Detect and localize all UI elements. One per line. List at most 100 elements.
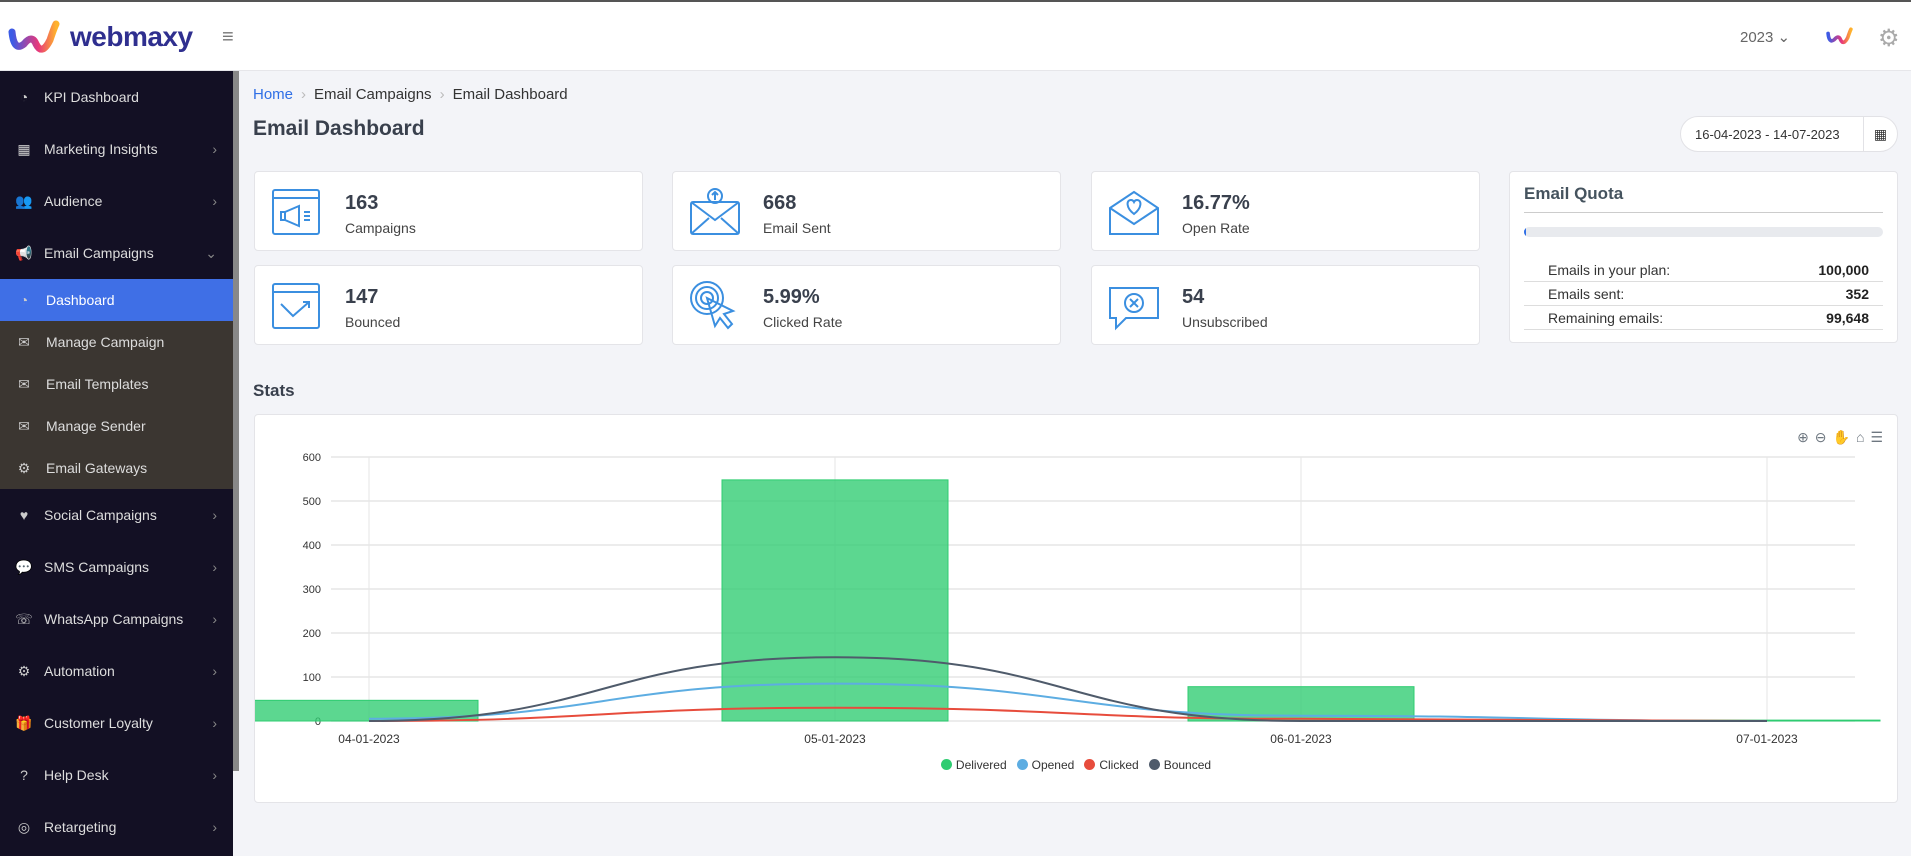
- submenu-item-manage-sender[interactable]: ✉ Manage Sender: [0, 405, 233, 447]
- legend-item-clicked[interactable]: Clicked: [1084, 758, 1139, 772]
- stat-card-bounced: 147 Bounced: [254, 265, 643, 345]
- email-campaigns-submenu: ◔ Dashboard ✉ Manage Campaign ✉ Email Templat…: [0, 279, 233, 489]
- stat-card-email-sent: 668 Email Sent: [672, 171, 1061, 251]
- chevron-right-icon: ›: [212, 611, 217, 627]
- webmaxy-logo-icon: [8, 20, 60, 53]
- quota-label: Remaining emails:: [1548, 309, 1664, 326]
- y-tick-label: 0: [315, 716, 321, 728]
- sidebar-item-label: SMS Campaigns: [44, 559, 150, 575]
- sidebar-item-label: Help Desk: [44, 767, 109, 783]
- quota-progress-bar: [1524, 227, 1883, 237]
- stat-card-unsubscribed: 54 Unsubscribed: [1091, 265, 1480, 345]
- legend-item-delivered[interactable]: Delivered: [940, 758, 1007, 772]
- mail-settings-icon: ✉: [18, 333, 30, 350]
- sidebar-item-retargeting[interactable]: ◎ Retargeting ›: [0, 801, 233, 853]
- quota-row-sent: Emails sent: 352: [1524, 282, 1883, 306]
- stat-value: 163: [345, 192, 379, 214]
- sidebar-item-automation[interactable]: ⚙ Automation ›: [0, 645, 233, 697]
- submenu-item-manage-campaign[interactable]: ✉ Manage Campaign: [0, 321, 233, 363]
- menu-toggle-icon[interactable]: ≡: [222, 26, 234, 48]
- sidebar-item-whatsapp-campaigns[interactable]: ☏ WhatsApp Campaigns ›: [0, 593, 233, 645]
- line-bounced: [368, 656, 1767, 722]
- submenu-item-email-templates[interactable]: ✉ Email Templates: [0, 363, 233, 405]
- quota-value: 100,000: [1818, 261, 1869, 278]
- heart-message-icon: ♥: [19, 507, 29, 523]
- y-tick-label: 200: [303, 628, 321, 640]
- envelope-heart-icon: [1109, 190, 1159, 235]
- users-icon: 👥: [15, 192, 33, 209]
- sidebar-item-audience[interactable]: 👥 Audience ›: [0, 175, 233, 227]
- stats-title: Stats: [253, 381, 295, 400]
- stat-label: Clicked Rate: [763, 314, 843, 330]
- chevron-right-icon: ›: [212, 715, 217, 731]
- profile-logo-icon[interactable]: [1826, 26, 1854, 51]
- x-tick-label: 05-01-2023: [804, 732, 866, 746]
- mail-user-icon: ✉: [18, 417, 30, 434]
- quota-row-plan: Emails in your plan: 100,000: [1524, 258, 1883, 282]
- chart-toolbar: ⊕ ⊖ ✋ ⌂ ☰: [1797, 429, 1883, 446]
- x-tick-label: 06-01-2023: [1270, 732, 1332, 746]
- chart-menu-icon[interactable]: ☰: [1870, 429, 1883, 445]
- sidebar-item-kpi-dashboard[interactable]: ◔ KPI Dashboard: [0, 71, 233, 123]
- zoom-in-icon[interactable]: ⊕: [1797, 429, 1809, 445]
- legend-item-bounced[interactable]: Bounced: [1148, 758, 1211, 772]
- quota-title: Email Quota: [1524, 184, 1624, 203]
- pan-hand-icon[interactable]: ✋: [1832, 429, 1850, 445]
- browser-arrow-icon: [272, 283, 320, 329]
- sidebar-item-help-desk[interactable]: ? Help Desk ›: [0, 749, 233, 801]
- legend-label: Clicked: [1099, 758, 1139, 772]
- date-range-picker[interactable]: 16-04-2023 - 14-07-2023 ▦: [1680, 116, 1898, 152]
- stat-label: Open Rate: [1182, 220, 1250, 236]
- submenu-item-label: Email Gateways: [46, 460, 148, 476]
- year-select[interactable]: 2023 ⌄: [1740, 28, 1790, 46]
- sidebar-item-customer-loyalty[interactable]: 🎁 Customer Loyalty ›: [0, 697, 233, 749]
- top-bar: webmaxy ≡ 2023 ⌄ ⚙: [0, 0, 1911, 71]
- chevron-right-icon: ›: [212, 507, 217, 523]
- chat-x-icon: [1109, 287, 1159, 331]
- chevron-right-icon: ›: [212, 193, 217, 209]
- sidebar-item-social-campaigns[interactable]: ♥ Social Campaigns ›: [0, 489, 233, 541]
- submenu-item-label: Dashboard: [46, 292, 115, 308]
- zoom-out-icon[interactable]: ⊖: [1814, 429, 1827, 445]
- breadcrumb-email-campaigns[interactable]: Email Campaigns: [314, 86, 432, 103]
- breadcrumb-home[interactable]: Home: [253, 86, 294, 103]
- brand-logo[interactable]: webmaxy: [8, 20, 193, 54]
- sidebar-item-label: Audience: [44, 193, 103, 209]
- sidebar-item-label: Retargeting: [44, 819, 117, 835]
- stat-label: Email Sent: [763, 220, 831, 236]
- legend-marker: [1016, 759, 1028, 770]
- stat-value: 147: [345, 286, 379, 308]
- chat-icon: 💬: [15, 558, 33, 575]
- stat-label: Unsubscribed: [1182, 314, 1268, 330]
- legend-item-opened[interactable]: Opened: [1016, 758, 1075, 772]
- y-tick-label: 300: [303, 584, 321, 596]
- brand-name: webmaxy: [70, 21, 193, 52]
- calendar-icon[interactable]: ▦: [1863, 117, 1897, 151]
- y-tick-label: 500: [303, 496, 321, 508]
- sidebar-item-label: Marketing Insights: [44, 141, 158, 157]
- sidebar-item-label: Email Campaigns: [44, 245, 154, 261]
- submenu-item-email-gateways[interactable]: ⚙ Email Gateways: [0, 447, 233, 489]
- envelope-icon: ✉: [18, 375, 30, 392]
- legend-marker: [1084, 759, 1096, 770]
- gauge-icon: ◔: [19, 292, 29, 308]
- sidebar-item-email-campaigns[interactable]: 📢 Email Campaigns ⌄: [0, 227, 233, 279]
- legend-marker: [940, 759, 952, 770]
- quota-value: 99,648: [1826, 309, 1869, 326]
- legend-label: Opened: [1031, 758, 1075, 772]
- y-tick-label: 400: [303, 540, 321, 552]
- quota-row-remaining: Remaining emails: 99,648: [1524, 306, 1883, 330]
- settings-gear-icon[interactable]: ⚙: [1878, 25, 1900, 52]
- sidebar-item-label: Social Campaigns: [44, 507, 157, 523]
- sidebar-item-label: KPI Dashboard: [44, 89, 139, 105]
- sidebar: ◔ KPI Dashboard ▦ Marketing Insights › 👥 Audie…: [0, 71, 233, 856]
- chevron-right-icon: ›: [301, 86, 307, 103]
- submenu-item-dashboard[interactable]: ◔ Dashboard: [0, 279, 233, 321]
- sidebar-item-marketing-insights[interactable]: ▦ Marketing Insights ›: [0, 123, 233, 175]
- page-title: Email Dashboard: [253, 117, 425, 140]
- sidebar-scrollbar[interactable]: [233, 71, 239, 771]
- cog-icon: ⚙: [17, 459, 31, 476]
- reset-home-icon[interactable]: ⌂: [1855, 429, 1865, 445]
- stat-label: Bounced: [345, 314, 401, 330]
- sidebar-item-sms-campaigns[interactable]: 💬 SMS Campaigns ›: [0, 541, 233, 593]
